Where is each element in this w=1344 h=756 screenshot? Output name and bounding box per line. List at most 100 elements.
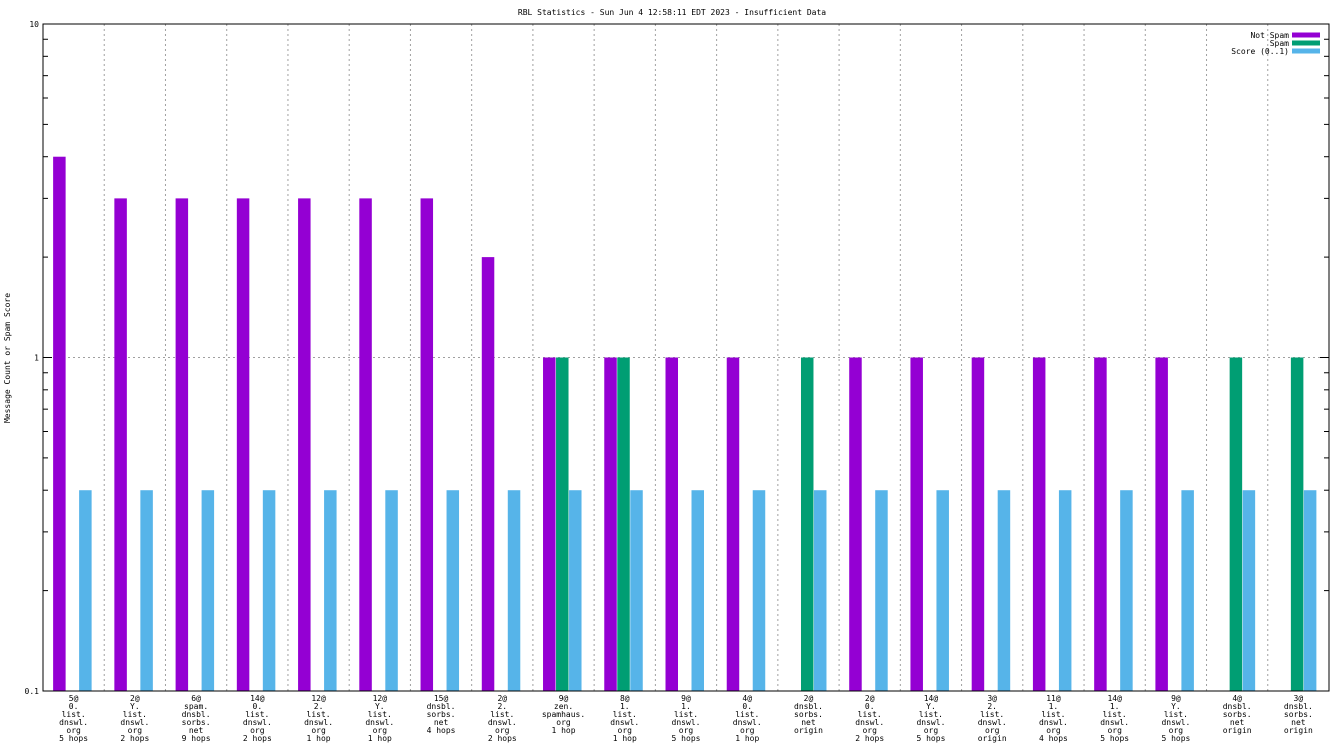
x-tick-label-line: dnswl. xyxy=(1161,718,1190,727)
x-tick-label-line: dnswl. xyxy=(672,718,701,727)
bar-not-spam xyxy=(53,156,66,691)
bar-not-spam xyxy=(236,198,250,691)
x-tick-label-line: org xyxy=(1169,726,1184,735)
x-tick-label-line: org xyxy=(250,726,265,735)
bar-spam xyxy=(800,357,814,691)
x-tick-label-line: 4@ xyxy=(1232,694,1242,703)
x-tick-label-line: 6@ xyxy=(191,694,201,703)
x-tick-label-line: 8@ xyxy=(620,694,630,703)
bar-spam xyxy=(1229,357,1243,691)
x-tick-label-line: dnswl. xyxy=(243,718,272,727)
x-tick-label-line: 2@ xyxy=(130,694,140,703)
x-tick-label-line: dnsbl. xyxy=(1284,702,1313,711)
bar-score-0-1 xyxy=(507,490,521,691)
x-tick-label-line: list. xyxy=(919,710,943,719)
x-tick-label-line: 2. xyxy=(987,702,997,711)
x-tick-label: 14@ Y. list. dnswl. org 5 hops xyxy=(916,694,945,743)
x-tick-label-line: 2@ xyxy=(804,694,814,703)
y-tick-label: 10 xyxy=(29,20,39,29)
x-tick-label: 9@ zen. spamhaus. org 1 hop xyxy=(542,694,585,735)
x-tick-label-line: 1 hop xyxy=(551,726,575,735)
x-tick-label-line: dnswl. xyxy=(59,718,88,727)
x-tick-label-line: 5 hops xyxy=(59,734,88,743)
x-tick-label-line: 2. xyxy=(314,702,324,711)
x-tick-label: 12@ 2. list. dnswl. org 1 hop xyxy=(304,694,333,743)
x-tick-label-line: 1. xyxy=(681,702,691,711)
bar-score-0-1 xyxy=(936,490,949,691)
x-tick-label: 9@ 1. list. dnswl. org 5 hops xyxy=(672,694,701,743)
x-tick-label-line: spamhaus. xyxy=(542,710,585,719)
x-tick-label-line: list. xyxy=(735,710,759,719)
bar-score-0-1 xyxy=(1181,490,1194,691)
x-tick-label-line: org xyxy=(556,718,571,727)
x-tick-label-line: 15@ xyxy=(434,694,449,703)
x-tick-label-line: 5 hops xyxy=(1100,734,1129,743)
legend-label: Spam xyxy=(1270,39,1289,48)
x-tick-label: 2@ dnsbl. sorbs. net origin xyxy=(794,694,823,735)
x-tick-label-line: origin xyxy=(794,726,823,735)
bar-not-spam xyxy=(665,357,678,691)
x-tick-label-line: 4 hops xyxy=(1039,734,1068,743)
x-tick-label-line: 2@ xyxy=(865,694,875,703)
x-tick-label-line: 5 hops xyxy=(672,734,701,743)
x-tick-label-line: list. xyxy=(1164,710,1188,719)
x-tick-label-line: 5@ xyxy=(69,694,79,703)
x-tick-label-line: 0. xyxy=(742,702,752,711)
x-tick-label-line: 9@ xyxy=(1171,694,1181,703)
x-tick-label-line: dnswl. xyxy=(1100,718,1129,727)
x-tick-label-line: list. xyxy=(62,710,86,719)
bar-not-spam xyxy=(604,357,617,691)
legend-swatch xyxy=(1292,40,1320,46)
x-tick-label-line: dnsbl. xyxy=(1223,702,1252,711)
x-tick-label: 9@ Y. list. dnswl. org 5 hops xyxy=(1161,694,1190,743)
x-tick-label: 8@ 1. list. dnswl. org 1 hop xyxy=(610,694,639,743)
x-tick-label-line: 9@ xyxy=(559,694,569,703)
x-tick-label-line: 14@ xyxy=(924,694,939,703)
x-tick-label-line: sorbs. xyxy=(794,710,823,719)
x-tick-label-line: net xyxy=(189,726,204,735)
x-tick-label-line: list. xyxy=(368,710,392,719)
x-tick-label-line: 12@ xyxy=(373,694,388,703)
plot-frame xyxy=(42,23,1330,692)
x-tick-label-line: zen. xyxy=(554,702,573,711)
x-tick-label-line: dnswl. xyxy=(1039,718,1068,727)
bar-not-spam xyxy=(481,257,495,691)
x-tick-label-line: dnswl. xyxy=(488,718,517,727)
x-tick-label-line: list. xyxy=(858,710,882,719)
x-tick-label-line: 1 hop xyxy=(613,734,637,743)
x-tick-label-line: spam. xyxy=(184,702,208,711)
x-tick-label-line: org xyxy=(679,726,694,735)
x-tick-label-line: dnswl. xyxy=(120,718,149,727)
bar-score-0-1 xyxy=(1303,490,1317,691)
x-tick-label-line: list. xyxy=(1041,710,1065,719)
x-tick-label-line: 2 hops xyxy=(855,734,884,743)
bar-not-spam xyxy=(1155,357,1168,691)
x-tick-label-line: 0. xyxy=(865,702,875,711)
x-tick-label-line: net xyxy=(434,718,449,727)
x-tick-label-line: org xyxy=(66,726,81,735)
bar-score-0-1 xyxy=(79,490,92,691)
bar-score-0-1 xyxy=(446,490,460,691)
x-tick-label-line: dnswl. xyxy=(304,718,333,727)
x-tick-label-line: 1 hop xyxy=(735,734,759,743)
x-tick-label-line: Y. xyxy=(926,702,936,711)
x-tick-label: 14@ 0. list. dnswl. org 2 hops xyxy=(243,694,272,743)
x-tick-label: 2@ Y. list. dnswl. org 2 hops xyxy=(120,694,149,743)
bar-score-0-1 xyxy=(997,490,1011,691)
x-tick-label-line: 2 hops xyxy=(488,734,517,743)
x-tick-label-line: net xyxy=(1230,718,1245,727)
x-tick-label-line: net xyxy=(801,718,816,727)
x-tick-label-line: 9@ xyxy=(681,694,691,703)
x-tick-label-line: 1. xyxy=(620,702,630,711)
x-tick-label: 4@ 0. list. dnswl. org 1 hop xyxy=(733,694,762,743)
x-tick-label-line: 12@ xyxy=(311,694,326,703)
x-tick-label-line: org xyxy=(311,726,326,735)
legend-label: Score (0..1) xyxy=(1231,47,1289,56)
x-tick-label-line: list. xyxy=(490,710,514,719)
x-tick-label: 12@ Y. list. dnswl. org 1 hop xyxy=(365,694,394,743)
x-tick-label-line: dnsbl. xyxy=(427,702,456,711)
bar-not-spam xyxy=(420,198,434,691)
x-tick-label: 2@ 0. list. dnswl. org 2 hops xyxy=(855,694,884,743)
